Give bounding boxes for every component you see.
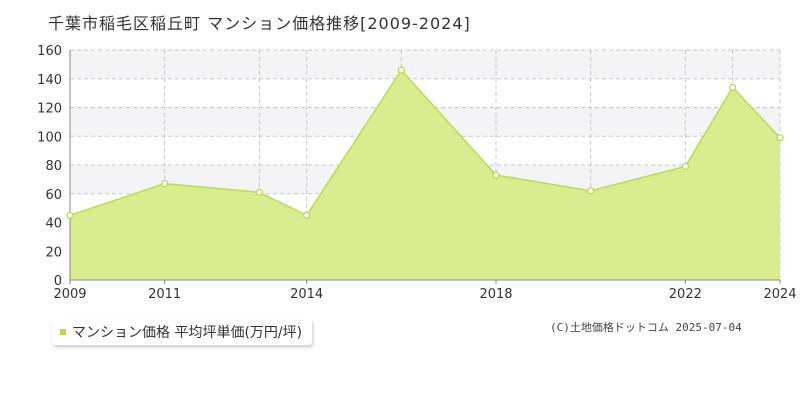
- y-tick-label: 60: [45, 188, 62, 203]
- y-tick-label: 80: [45, 159, 62, 174]
- x-tick-label: 2014: [290, 287, 323, 302]
- data-point: [681, 162, 689, 171]
- legend: マンション価格 平均坪単価(万円/坪): [52, 319, 313, 345]
- data-point: [729, 83, 737, 91]
- y-tick-label: 160: [37, 44, 62, 59]
- legend-swatch: [60, 329, 66, 335]
- x-tick-label: 2018: [479, 287, 512, 302]
- y-tick-label: 140: [37, 73, 62, 88]
- legend-label: マンション価格 平均坪単価(万円/坪): [72, 325, 303, 341]
- price-area: [70, 70, 780, 280]
- data-point: [776, 134, 784, 142]
- data-point: [303, 211, 311, 219]
- data-point: [66, 211, 74, 219]
- chart-title: 千葉市稲毛区稲丘町 マンション価格推移[2009-2024]: [48, 14, 471, 33]
- data-point: [492, 171, 500, 179]
- y-tick-label: 40: [45, 217, 62, 232]
- y-tick-label: 20: [45, 245, 62, 260]
- data-point: [255, 188, 263, 196]
- copyright: (C)土地価格ドットコム 2025-07-04: [550, 321, 742, 334]
- data-point: [161, 180, 169, 188]
- x-tick-label: 2024: [763, 287, 796, 302]
- price-line: [69, 68, 781, 217]
- data-point: [587, 187, 595, 195]
- y-tick-label: 100: [37, 130, 62, 145]
- grid-band: [70, 50, 780, 79]
- data-point: [397, 66, 405, 74]
- x-axis-labels: 2009 2011 2014 2018 2022 2024: [53, 287, 796, 302]
- x-tick-label: 2009: [53, 287, 86, 302]
- y-tick-label: 120: [37, 102, 62, 117]
- axes: [69, 50, 781, 284]
- x-tick-label: 2011: [148, 287, 181, 302]
- y-axis-labels: 0 20 40 60 80 100 120 140 160: [37, 44, 62, 289]
- x-tick-label: 2022: [669, 287, 702, 302]
- data-markers: [66, 66, 784, 219]
- y-tick-label: 0: [54, 274, 62, 289]
